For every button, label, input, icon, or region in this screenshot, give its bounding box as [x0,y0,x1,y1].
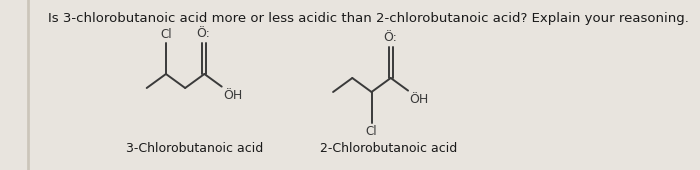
Text: Ö:: Ö: [383,31,397,44]
Text: ÖH: ÖH [410,93,429,106]
Text: ÖH: ÖH [223,89,242,102]
Text: 3-Chlorobutanoic acid: 3-Chlorobutanoic acid [126,142,263,155]
Text: 2-Chlorobutanoic acid: 2-Chlorobutanoic acid [320,142,457,155]
Text: Ö:: Ö: [197,27,211,40]
Text: Cl: Cl [160,28,172,41]
Text: Cl: Cl [365,125,377,138]
Text: Is 3-chlorobutanoic acid more or less acidic than 2-chlorobutanoic acid? Explain: Is 3-chlorobutanoic acid more or less ac… [48,12,689,25]
